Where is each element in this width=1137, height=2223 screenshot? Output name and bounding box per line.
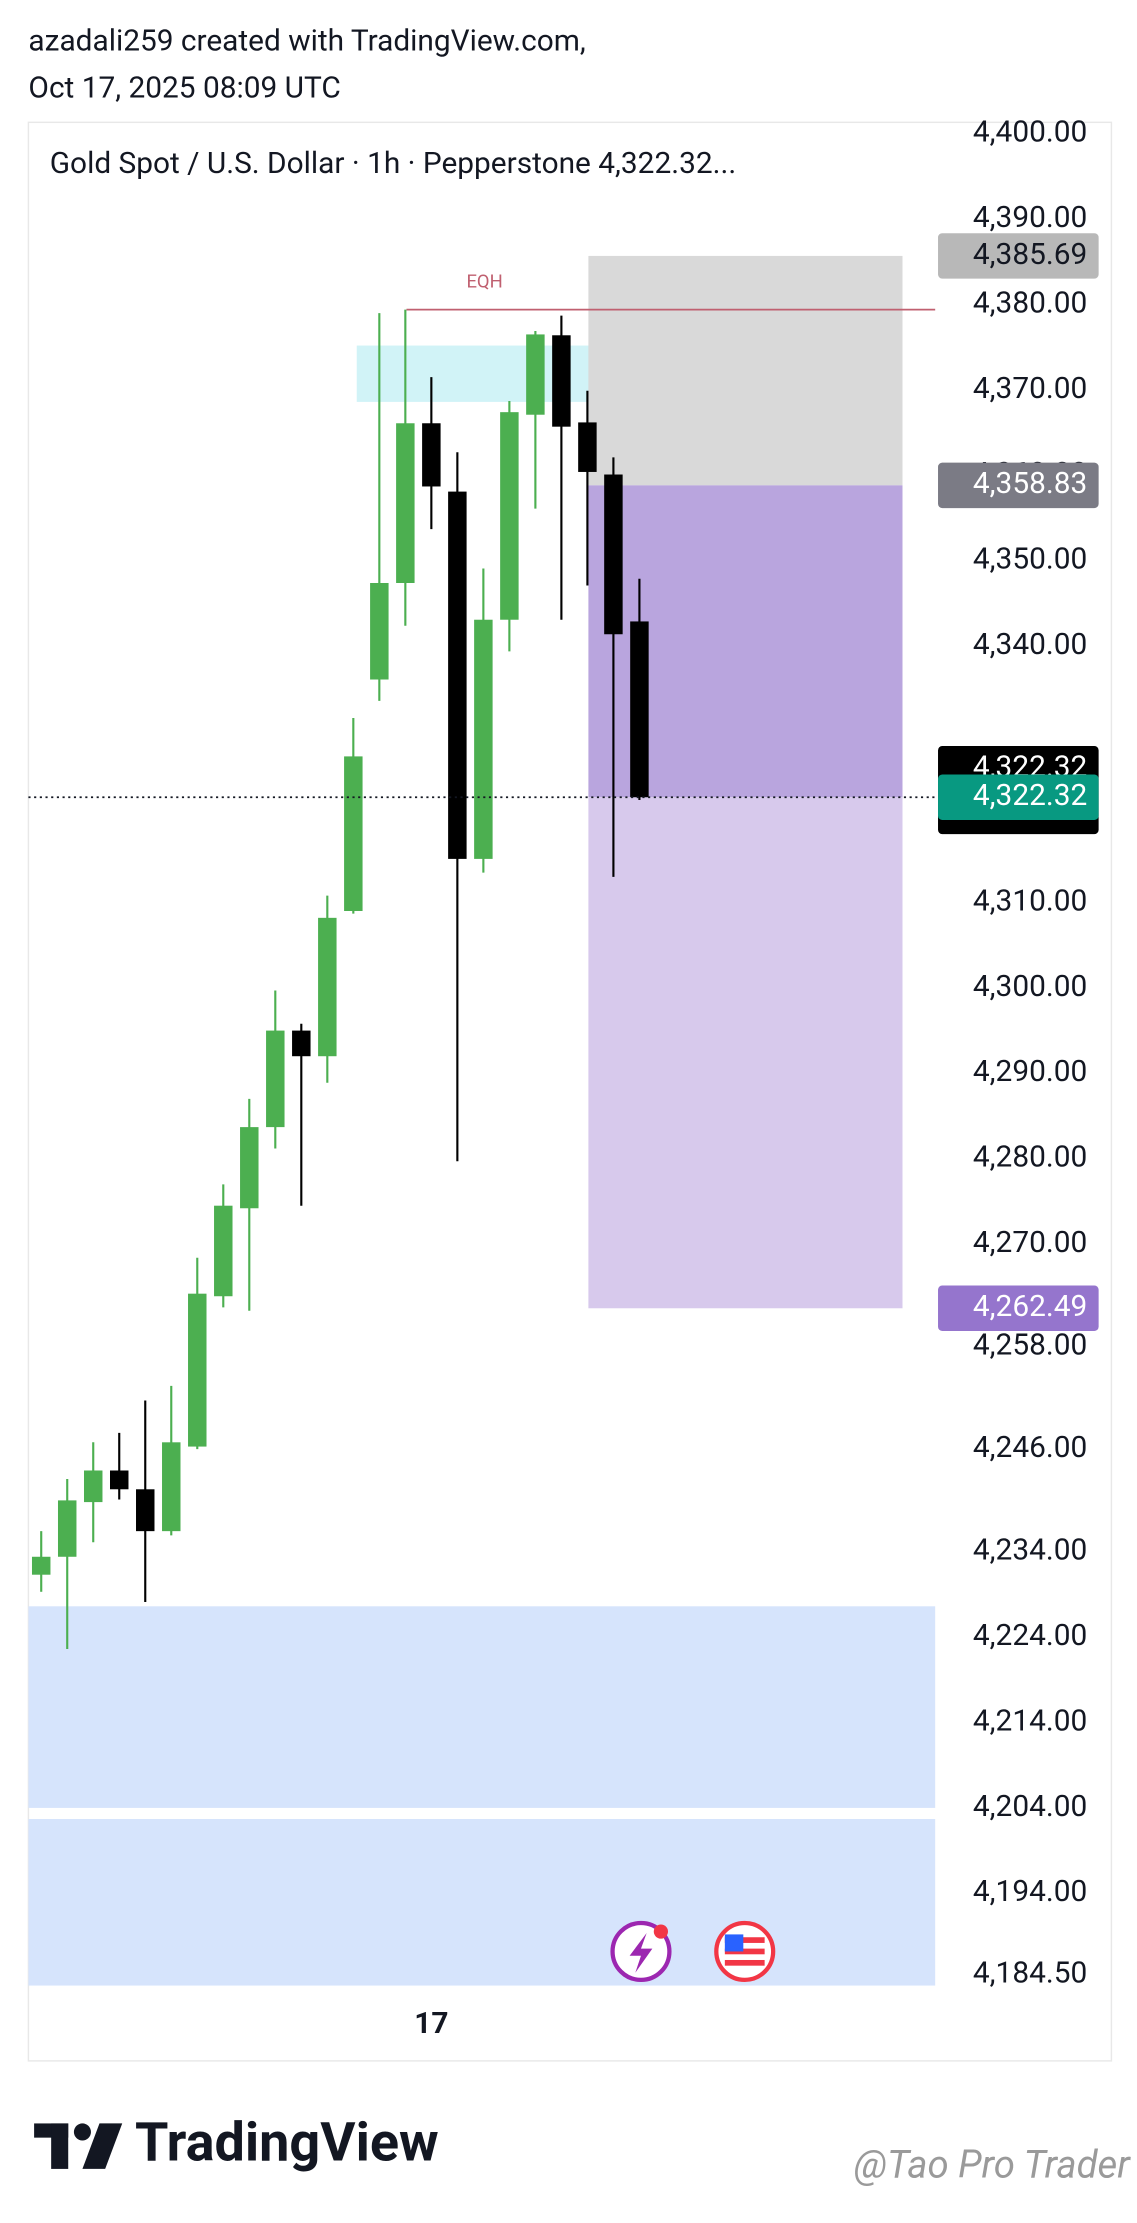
y-tick-label: 4,234.00 bbox=[973, 1533, 1087, 1568]
y-tick-label: 4,204.00 bbox=[973, 1789, 1087, 1824]
price-label: 4,262.49 bbox=[973, 1289, 1087, 1324]
candle-body bbox=[578, 422, 597, 472]
y-tick-label: 4,246.00 bbox=[973, 1430, 1087, 1465]
header-line: azadali259 created with TradingView.com, bbox=[28, 24, 585, 59]
candle-body bbox=[474, 619, 493, 859]
y-tick-label: 4,270.00 bbox=[973, 1225, 1087, 1260]
price-label: 4,322.32 bbox=[973, 778, 1087, 813]
candle-body bbox=[448, 491, 467, 859]
candle-body bbox=[396, 423, 415, 583]
chart-frame bbox=[27, 121, 1113, 2062]
price-label: 4,358.83 bbox=[973, 466, 1087, 501]
y-tick-label: 4,300.00 bbox=[973, 969, 1087, 1004]
candle-body bbox=[344, 756, 363, 912]
y-tick-label: 4,350.00 bbox=[973, 542, 1087, 577]
header-line: Oct 17, 2025 08:09 UTC bbox=[28, 70, 340, 105]
y-tick-label: 4,340.00 bbox=[973, 627, 1087, 662]
zone bbox=[588, 797, 903, 1309]
price-label-box bbox=[938, 1285, 1099, 1332]
y-tick-label: 4,390.00 bbox=[973, 200, 1087, 235]
candle-body bbox=[630, 621, 649, 798]
candle-body bbox=[292, 1030, 311, 1057]
y-tick-label: 4,194.00 bbox=[973, 1874, 1087, 1909]
candle-body bbox=[422, 423, 441, 487]
country-icon[interactable] bbox=[714, 1920, 776, 1983]
event-icon[interactable] bbox=[610, 1920, 672, 1983]
candle-body bbox=[318, 917, 337, 1057]
candle-body bbox=[188, 1293, 207, 1447]
candle-body bbox=[526, 334, 545, 415]
y-tick-label: 4,280.00 bbox=[973, 1140, 1087, 1175]
y-tick-label: 4,214.00 bbox=[973, 1703, 1087, 1738]
candle-body bbox=[214, 1205, 233, 1297]
y-tick-label: 4,290.00 bbox=[973, 1054, 1087, 1089]
zone bbox=[28, 1606, 936, 1808]
candle-body bbox=[110, 1470, 129, 1490]
candle-body bbox=[266, 1030, 285, 1128]
price-label-box bbox=[938, 462, 1099, 509]
y-tick-label: 4,224.00 bbox=[973, 1618, 1087, 1653]
x-tick-label: 17 bbox=[414, 2006, 448, 2041]
chart-title: Gold Spot / U.S. Dollar · 1h · Peppersto… bbox=[50, 146, 736, 181]
zone bbox=[588, 255, 903, 486]
candle-body bbox=[136, 1489, 155, 1532]
logo-text: TradingView bbox=[135, 2111, 439, 2174]
candle-body bbox=[370, 582, 389, 680]
candle-body bbox=[83, 1470, 103, 1503]
candle-body bbox=[552, 335, 571, 427]
y-tick-label: 4,258.00 bbox=[973, 1328, 1087, 1363]
plot: EQH 17 4,400.00 4,390.00 4,380.00 4,370.00 4,3… bbox=[28, 115, 1099, 2041]
y-tick-label: 4,400.00 bbox=[973, 115, 1087, 150]
logo-icon bbox=[34, 2123, 123, 2169]
price-label-box bbox=[938, 233, 1099, 279]
eqh-label: EQH bbox=[466, 271, 502, 293]
candle-body bbox=[240, 1127, 259, 1209]
candle-body bbox=[604, 474, 623, 635]
y-tick-label: 4,184.50 bbox=[973, 1955, 1087, 1990]
y-tick-label: 4,370.00 bbox=[973, 371, 1087, 406]
y-tick-label: 4,380.00 bbox=[973, 285, 1087, 320]
y-tick-label: 4,310.00 bbox=[973, 883, 1087, 918]
price-label: 4,385.69 bbox=[973, 237, 1087, 272]
price-label-box bbox=[938, 774, 1099, 820]
candle-body bbox=[31, 1556, 51, 1575]
candle-body bbox=[162, 1442, 181, 1532]
candle-body bbox=[500, 412, 519, 620]
candle-body bbox=[57, 1500, 77, 1557]
watermark: @Tao Pro Trader bbox=[854, 2143, 1132, 2188]
zone bbox=[28, 1819, 936, 1986]
